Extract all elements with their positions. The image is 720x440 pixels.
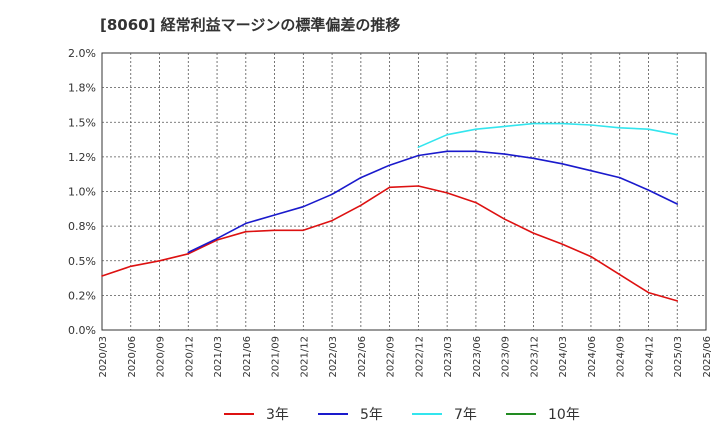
y-axis-ticks: 0.0% 0.2% 0.5% 0.8% 1.0% 1.2% 1.5% 1.8% 2.0% <box>68 47 96 337</box>
series-lines <box>101 122 678 302</box>
x-tick-label: 2020/09 <box>156 336 167 378</box>
x-tick-label: 2024/06 <box>587 336 598 378</box>
x-tick-label: 2024/12 <box>644 336 655 378</box>
y-tick-label: 1.5% <box>68 116 96 129</box>
y-tick-label: 0.0% <box>68 324 96 337</box>
x-tick-label: 2022/06 <box>357 336 368 378</box>
legend-label: 3年 <box>266 407 289 423</box>
series-line-3年 <box>101 185 678 302</box>
x-tick-label: 2021/06 <box>242 336 253 378</box>
legend: 3年 5年 7年 10年 <box>224 407 580 423</box>
series-line-7年 <box>417 122 678 148</box>
x-axis-ticks: 2020/03 2020/06 2020/09 2020/12 2021/03 2021/… <box>98 336 713 378</box>
x-tick-label: 2021/12 <box>299 336 310 378</box>
y-tick-label: 0.2% <box>68 289 96 302</box>
x-tick-label: 2021/09 <box>271 336 282 378</box>
chart-title: [8060] 経常利益マージンの標準偏差の推移 <box>100 16 400 34</box>
x-tick-label: 2020/03 <box>98 336 109 378</box>
legend-label: 5年 <box>360 407 383 423</box>
x-tick-label: 2022/03 <box>328 336 339 378</box>
x-tick-label: 2022/12 <box>414 336 425 378</box>
x-tick-label: 2023/12 <box>529 336 540 378</box>
series-line-5年 <box>187 150 678 254</box>
gridlines <box>102 53 706 330</box>
legend-label: 10年 <box>548 407 580 423</box>
x-tick-label: 2023/09 <box>501 336 512 378</box>
x-tick-label: 2024/09 <box>616 336 627 378</box>
x-tick-label: 2021/03 <box>213 336 224 378</box>
y-tick-label: 0.8% <box>68 220 96 233</box>
y-tick-label: 2.0% <box>68 47 96 60</box>
x-tick-label: 2023/06 <box>472 336 483 378</box>
y-tick-label: 1.8% <box>68 82 96 95</box>
x-tick-label: 2022/09 <box>386 336 397 378</box>
y-tick-label: 1.2% <box>68 151 96 164</box>
x-tick-label: 2025/06 <box>702 336 713 378</box>
x-tick-label: 2020/12 <box>184 336 195 378</box>
y-tick-label: 1.0% <box>68 186 96 199</box>
x-tick-label: 2024/03 <box>558 336 569 378</box>
y-tick-label: 0.5% <box>68 255 96 268</box>
x-tick-label: 2023/03 <box>443 336 454 378</box>
legend-label: 7年 <box>454 407 477 423</box>
x-tick-label: 2025/03 <box>673 336 684 378</box>
x-tick-label: 2020/06 <box>127 336 138 378</box>
